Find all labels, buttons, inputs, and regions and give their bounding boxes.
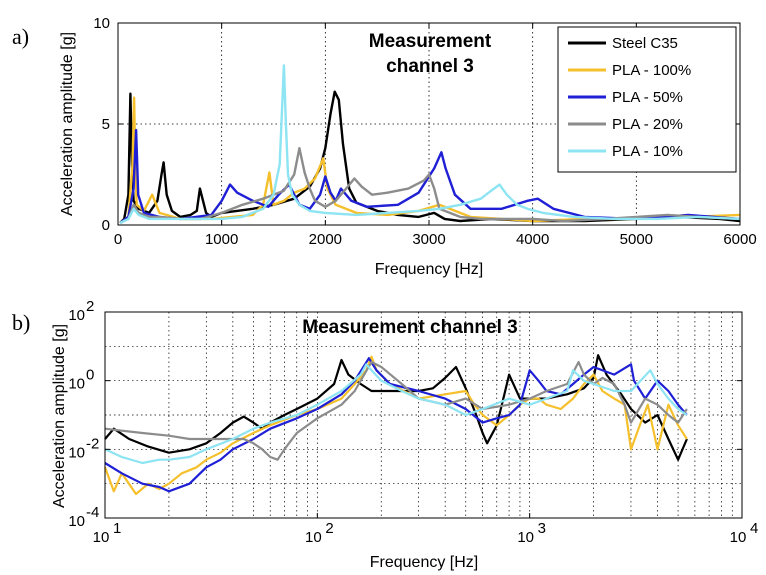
series-line-b-steel-c35	[104, 354, 688, 461]
x-tick-label: 2000	[309, 231, 342, 248]
y-tick-exponent: -4	[86, 504, 99, 521]
y-tick-label: 10	[93, 15, 110, 32]
x-tick-label: 10	[93, 529, 110, 546]
x-tick-exponent: 4	[750, 520, 758, 537]
x-tick-label: 10	[517, 529, 534, 546]
legend-entry-pla-20: PLA - 20%	[612, 116, 683, 133]
x-tick-label: 4000	[516, 231, 549, 248]
y-tick-label: 10	[68, 513, 85, 530]
legend-entry-steel-c35: Steel C35	[612, 35, 678, 52]
panel-a-title-line-1: Measurement	[369, 31, 492, 52]
legend-entry-pla-100: PLA - 100%	[612, 62, 691, 79]
panel-a-label: a)	[12, 24, 29, 49]
x-tick-exponent: 3	[538, 520, 546, 537]
y-tick-label: 10	[68, 376, 85, 393]
series-line-a-pla-10	[119, 64, 741, 225]
panel-b-y-axis-label: Acceleration amplitude [g]	[51, 324, 68, 508]
x-tick-label: 10	[305, 529, 322, 546]
series-line-b-pla-100	[103, 355, 688, 496]
y-tick-label: 0	[102, 217, 110, 234]
panel-a-chart: a) 0 1000 2000 3000 4000 5000 6000 0 5 10 Measure…	[12, 15, 757, 278]
panel-b-label: b)	[12, 310, 30, 335]
legend-entry-pla-10: PLA - 10%	[612, 143, 683, 160]
y-tick-exponent: -2	[86, 435, 99, 452]
panel-a-y-axis-label: Acceleration amplitude [g]	[59, 32, 76, 216]
x-tick-label: 10	[730, 529, 747, 546]
panel-b-grid	[105, 312, 742, 518]
panel-b-series-group	[103, 354, 688, 496]
series-line-b-pla-10	[104, 363, 688, 465]
legend-entry-pla-50: PLA - 50%	[612, 89, 683, 106]
x-tick-label: 6000	[723, 231, 756, 248]
panel-a-title-line-2: channel 3	[386, 56, 474, 77]
series-line-b-pla-50	[104, 357, 688, 493]
x-tick-label: 3000	[412, 231, 445, 248]
panel-a-ticks: 0 1000 2000 3000 4000 5000 6000 0 5 10	[93, 15, 756, 248]
y-tick-exponent: 0	[86, 367, 94, 384]
x-tick-label: 0	[114, 231, 122, 248]
series-line-b-pla-20	[104, 360, 688, 461]
x-tick-exponent: 1	[113, 520, 121, 537]
panel-a-legend: Steel C35 PLA - 100% PLA - 50% PLA - 20% PLA…	[557, 26, 737, 173]
x-tick-label: 1000	[205, 231, 238, 248]
panel-b-title: Measurement channel 3	[302, 317, 517, 338]
legend-box	[557, 26, 737, 173]
y-tick-label: 10	[68, 307, 85, 324]
x-tick-label: 5000	[620, 231, 653, 248]
y-tick-label: 10	[68, 444, 85, 461]
panel-a-x-axis-label: Frequency [Hz]	[375, 261, 483, 278]
panel-b-axes-frame	[104, 311, 743, 519]
x-tick-exponent: 2	[325, 520, 333, 537]
panel-a-series-group	[119, 64, 741, 225]
y-tick-exponent: 2	[86, 298, 94, 315]
panel-b-x-axis-label: Frequency [Hz]	[370, 554, 478, 571]
y-tick-label: 5	[102, 116, 110, 133]
